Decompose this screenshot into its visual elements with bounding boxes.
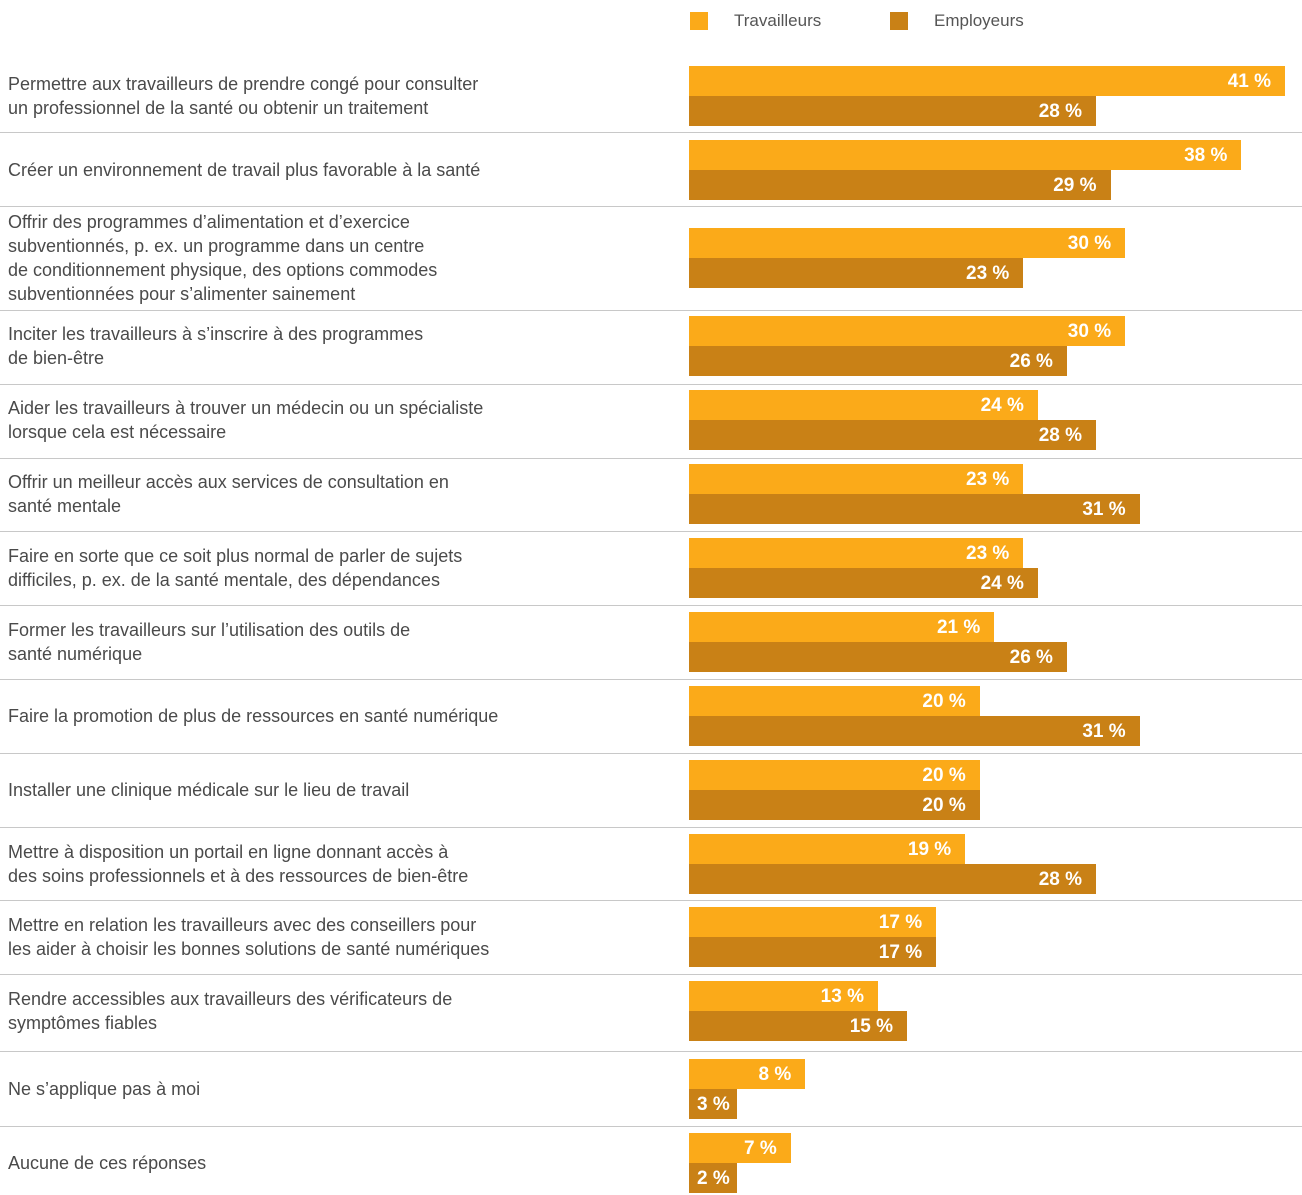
value-label-workers: 21 % [936,617,981,638]
value-label-employers: 28 % [1038,101,1083,122]
bar-workers: 23 % [689,538,1024,568]
bar-employers: 26 % [689,642,1067,672]
value-label-employers: 26 % [1009,647,1053,668]
value-label-employers: 3 % [697,1094,730,1115]
row-divider [0,531,1302,532]
bar-workers: 41 % [689,66,1285,96]
bar-employers: 15 % [689,1011,908,1041]
row-divider [0,206,1302,207]
row-divider [0,310,1302,311]
value-label-workers: 13 % [820,986,864,1007]
category-label: Permettre aux travailleurs de prendre co… [8,74,479,118]
value-label-workers: 19 % [907,839,952,860]
legend-swatch-workers [690,12,708,30]
legend-item-employers: Employeurs [890,10,1024,32]
legend-swatch-employers [890,12,908,30]
category-label: Faire en sorte que ce soit plus normal d… [8,546,463,590]
row-divider [0,753,1302,754]
value-label-employers: 28 % [1038,425,1083,446]
bar-employers: 28 % [689,96,1097,126]
value-label-workers: 20 % [922,765,966,786]
value-label-workers: 23 % [966,543,1010,564]
value-label-workers: 20 % [922,691,966,712]
row-divider [0,1051,1302,1052]
row-divider [0,1126,1302,1127]
value-label-workers: 30 % [1067,321,1112,342]
value-label-employers: 29 % [1053,175,1097,196]
row-divider [0,132,1302,133]
value-label-employers: 20 % [922,795,966,816]
bar-employers: 31 % [689,494,1140,524]
bar-employers: 29 % [689,170,1111,200]
category-label: Mettre à disposition un portail en ligne… [8,842,469,886]
value-label-workers: 7 % [744,1138,777,1159]
bar-employers: 28 % [689,864,1097,894]
value-label-workers: 30 % [1067,233,1112,254]
legend-label-workers: Travailleurs [734,11,822,30]
value-label-workers: 38 % [1184,145,1228,166]
value-label-employers: 26 % [1009,351,1053,372]
category-label: Ne s’applique pas à moi [8,1079,201,1099]
value-label-employers: 28 % [1038,869,1083,890]
value-label-workers: 23 % [966,469,1010,490]
row-divider [0,679,1302,680]
category-label: Créer un environnement de travail plus f… [8,160,481,180]
bar-employers: 17 % [689,937,937,967]
bar-employers: 23 % [689,258,1024,288]
bar-employers: 3 % [689,1089,737,1119]
bar-workers: 23 % [689,464,1024,494]
bar-workers: 8 % [689,1059,806,1089]
bar-workers: 20 % [689,686,980,716]
row-divider [0,458,1302,459]
bar-employers: 2 % [689,1163,737,1193]
row-divider [0,827,1302,828]
row-divider [0,605,1302,606]
bar-employers: 31 % [689,716,1140,746]
category-label: Installer une clinique médicale sur le l… [8,780,410,800]
bar-workers: 20 % [689,760,980,790]
bar-workers: 7 % [689,1133,791,1163]
category-label: Former les travailleurs sur l’utilisatio… [8,620,411,664]
category-label: Faire la promotion de plus de ressources… [8,706,499,726]
bar-employers: 20 % [689,790,980,820]
row-divider [0,974,1302,975]
value-label-workers: 8 % [758,1064,792,1085]
bar-employers: 28 % [689,420,1097,450]
bar-workers: 17 % [689,907,937,937]
bar-employers: 24 % [689,568,1038,598]
value-label-employers: 23 % [966,263,1010,284]
value-label-employers: 17 % [878,942,923,963]
value-label-employers: 31 % [1082,499,1126,520]
bar-workers: 30 % [689,316,1126,346]
legend-item-workers: Travailleurs [690,10,821,32]
value-label-workers: 41 % [1227,71,1271,92]
bar-workers: 24 % [689,390,1038,420]
category-label: Aider les travailleurs à trouver un méde… [8,398,484,442]
value-label-employers: 2 % [697,1168,730,1189]
category-label: Rendre accessibles aux travailleurs des … [8,989,453,1033]
category-label: Aucune de ces réponses [8,1153,207,1173]
row-divider [0,384,1302,385]
value-label-employers: 24 % [980,573,1024,594]
legend-label-employers: Employeurs [934,11,1024,30]
bar-workers: 19 % [689,834,966,864]
bar-workers: 13 % [689,981,878,1011]
bar-workers: 21 % [689,612,995,642]
bar-workers: 30 % [689,228,1126,258]
value-label-employers: 15 % [849,1016,894,1037]
row-divider [0,900,1302,901]
bar-employers: 26 % [689,346,1067,376]
category-label: Inciter les travailleurs à s’inscrire à … [8,324,424,368]
category-label: Offrir des programmes d’alimentation et … [8,212,438,304]
bar-workers: 38 % [689,140,1242,170]
category-label: Offrir un meilleur accès aux services de… [8,472,449,516]
value-label-employers: 31 % [1082,721,1126,742]
value-label-workers: 24 % [980,395,1024,416]
value-label-workers: 17 % [878,912,923,933]
category-label: Mettre en relation les travailleurs avec… [8,915,490,959]
